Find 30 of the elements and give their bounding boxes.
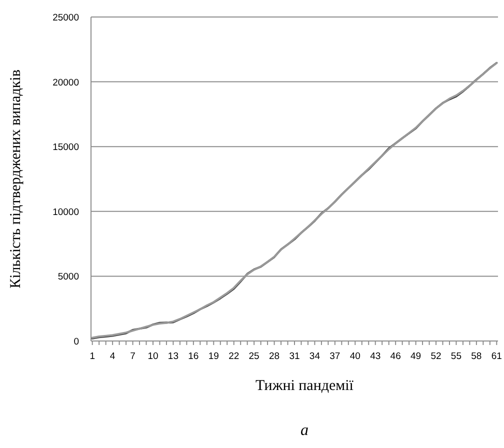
x-tick-label: 55 [450,351,462,362]
x-tick-label: 25 [248,351,260,362]
x-tick-label: 52 [430,351,442,362]
x-tick-label: 7 [130,351,136,362]
y-tick-label: 25000 [52,12,79,24]
x-tick-label: 31 [289,351,300,362]
y-axis-title: Кількість підтверджених випадків [8,70,24,288]
x-tick-label: 46 [390,351,401,362]
x-tick-label: 19 [208,351,219,362]
x-tick-label: 13 [168,351,178,362]
y-tick-label: 5000 [58,272,79,283]
y-tick-label: 0 [74,336,79,348]
x-tick-label: 61 [491,351,502,362]
x-tick-label: 22 [228,351,240,362]
x-tick-label: 4 [110,351,116,362]
x-tick-label: 16 [188,351,199,362]
x-tick-label: 28 [268,351,280,362]
x-tick-label: 10 [148,351,158,362]
x-tick-label: 49 [410,351,422,362]
y-tick-label: 20000 [52,77,79,88]
y-tick-label: 10000 [52,206,79,218]
x-tick-label: 43 [370,351,381,362]
y-tick-label: 15000 [52,142,79,154]
text: a [300,422,308,439]
x-tick-label: 34 [309,351,320,362]
x-tick-label: 58 [471,351,482,362]
x-tick-label: 37 [330,351,340,362]
x-tick-label: 1 [90,351,95,362]
x-axis-title: Тижні пандемії [256,378,354,394]
x-tick-label: 40 [350,351,360,362]
